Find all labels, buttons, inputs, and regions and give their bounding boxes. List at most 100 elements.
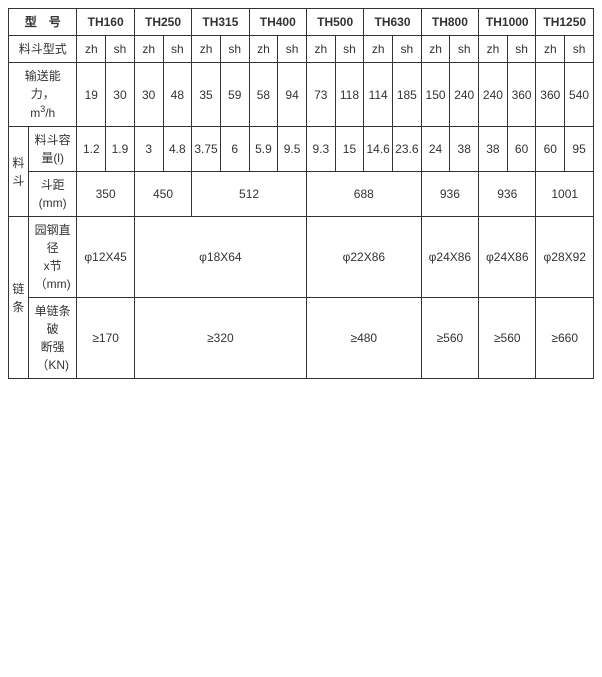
bucket-volume-cell: 6 [220,127,249,172]
bucket-type-cell: zh [77,36,106,63]
bucket-spacing-cell: 1001 [536,172,594,217]
bucket-type-cell: zh [306,36,335,63]
round-steel-label: 园钢直 径 x节 （mm) [28,217,77,298]
break-strength-cell: ≥170 [77,298,134,379]
bucket-type-cell: zh [134,36,163,63]
bucket-volume-cell: 1.2 [77,127,106,172]
round-steel-cell: φ22X86 [306,217,421,298]
bucket-type-cell: sh [507,36,536,63]
break-strength-cell: ≥480 [306,298,421,379]
bucket-volume-cell: 95 [565,127,594,172]
capacity-cell: 35 [192,63,221,127]
bucket-volume-cell: 60 [507,127,536,172]
capacity-label-l1: 输送能 [25,69,61,83]
model-th800: TH800 [421,9,478,36]
model-th1250: TH1250 [536,9,594,36]
capacity-cell: 58 [249,63,278,127]
capacity-cell: 48 [163,63,192,127]
bucket-type-row: 料斗型式 zh sh zh sh zh sh zh sh zh sh zh sh… [9,36,594,63]
round-steel-cell: φ24X86 [421,217,478,298]
bucket-volume-cell: 9.3 [306,127,335,172]
bucket-spacing-l2: (mm) [39,196,67,210]
capacity-cell: 59 [220,63,249,127]
round-steel-l4: （mm) [35,277,71,291]
round-steel-l3: x节 [44,259,62,273]
round-steel-l2: 径 [47,241,59,255]
bucket-type-cell: zh [536,36,565,63]
round-steel-cell: φ24X86 [479,217,536,298]
capacity-cell: 240 [450,63,479,127]
bucket-volume-cell: 3 [134,127,163,172]
bucket-volume-cell: 3.75 [192,127,221,172]
bucket-spacing-cell: 350 [77,172,134,217]
model-header-label: 型 号 [9,9,77,36]
bucket-volume-row: 料斗 料斗容 量(l) 1.2 1.9 3 4.8 3.75 6 5.9 9.5… [9,127,594,172]
bucket-spacing-label: 斗距 (mm) [28,172,77,217]
capacity-cell: 19 [77,63,106,127]
round-steel-cell: φ12X45 [77,217,134,298]
bucket-section-label: 料斗 [9,127,29,217]
bucket-spacing-cell: 936 [421,172,478,217]
capacity-cell: 30 [134,63,163,127]
capacity-label-l2: 力， [31,87,55,101]
bucket-volume-cell: 60 [536,127,565,172]
chain-section-label: 链条 [9,217,29,379]
bucket-type-cell: sh [450,36,479,63]
model-th250: TH250 [134,9,191,36]
model-th315: TH315 [192,9,249,36]
round-steel-cell: φ28X92 [536,217,594,298]
bucket-volume-label: 料斗容 量(l) [28,127,77,172]
break-strength-l2: 破 [47,322,59,336]
bucket-spacing-cell: 688 [306,172,421,217]
round-steel-cell: φ18X64 [134,217,306,298]
header-row: 型 号 TH160 TH250 TH315 TH400 TH500 TH630 … [9,9,594,36]
bucket-volume-cell: 4.8 [163,127,192,172]
bucket-spacing-cell: 936 [479,172,536,217]
bucket-type-cell: sh [278,36,307,63]
break-strength-row: 单链条 破 断强 （KN) ≥170 ≥320 ≥480 ≥560 ≥560 ≥… [9,298,594,379]
break-strength-l4: （KN) [36,358,69,372]
break-strength-cell: ≥560 [479,298,536,379]
bucket-spacing-cell: 450 [134,172,191,217]
bucket-type-cell: zh [192,36,221,63]
model-th160: TH160 [77,9,134,36]
bucket-volume-cell: 38 [450,127,479,172]
bucket-volume-cell: 1.9 [106,127,135,172]
bucket-volume-cell: 9.5 [278,127,307,172]
capacity-cell: 540 [565,63,594,127]
bucket-spacing-row: 斗距 (mm) 350 450 512 688 936 936 1001 [9,172,594,217]
bucket-type-cell: sh [335,36,364,63]
capacity-cell: 185 [393,63,422,127]
bucket-type-cell: sh [106,36,135,63]
bucket-volume-cell: 15 [335,127,364,172]
bucket-type-cell: sh [393,36,422,63]
bucket-type-cell: sh [565,36,594,63]
bucket-type-cell: zh [249,36,278,63]
bucket-volume-cell: 14.6 [364,127,393,172]
capacity-cell: 118 [335,63,364,127]
bucket-type-cell: zh [479,36,508,63]
capacity-label: 输送能 力， m3/h [9,63,77,127]
bucket-type-cell: zh [364,36,393,63]
spec-table: 型 号 TH160 TH250 TH315 TH400 TH500 TH630 … [8,8,594,379]
break-strength-label: 单链条 破 断强 （KN) [28,298,77,379]
bucket-type-cell: sh [220,36,249,63]
bucket-volume-cell: 38 [479,127,508,172]
capacity-cell: 114 [364,63,393,127]
capacity-cell: 240 [479,63,508,127]
model-th400: TH400 [249,9,306,36]
capacity-cell: 150 [421,63,450,127]
round-steel-row: 链条 园钢直 径 x节 （mm) φ12X45 φ18X64 φ22X86 φ2… [9,217,594,298]
break-strength-cell: ≥320 [134,298,306,379]
bucket-volume-cell: 5.9 [249,127,278,172]
model-th1000: TH1000 [479,9,536,36]
bucket-volume-cell: 23.6 [393,127,422,172]
break-strength-cell: ≥660 [536,298,594,379]
capacity-cell: 94 [278,63,307,127]
model-th630: TH630 [364,9,421,36]
bucket-volume-l1: 料斗容 [35,133,71,147]
capacity-cell: 360 [507,63,536,127]
bucket-type-cell: sh [163,36,192,63]
capacity-cell: 360 [536,63,565,127]
bucket-type-label: 料斗型式 [9,36,77,63]
